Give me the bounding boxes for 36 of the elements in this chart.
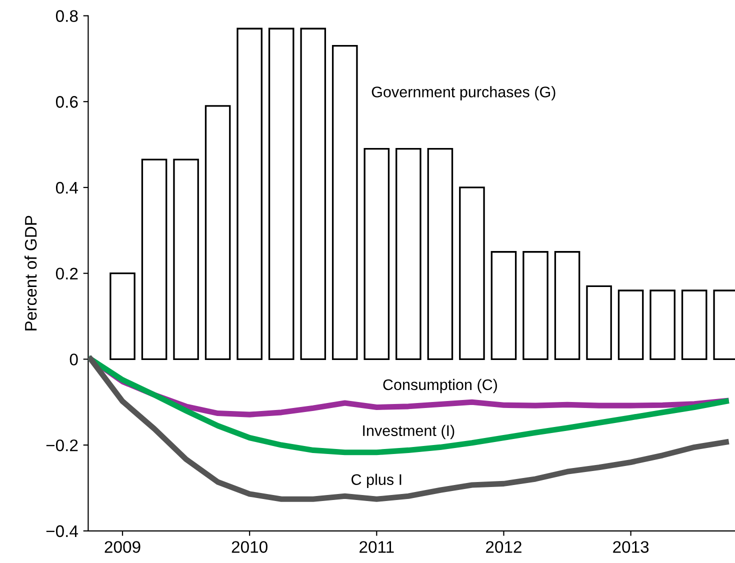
y-tick-label: −0.4 [46,525,78,538]
x-tick-label: 2010 [232,541,268,553]
x-tick-label: 2011 [360,541,394,553]
series-label: C plus I [352,474,402,488]
bar [236,28,262,360]
y-tick-label: 0.4 [56,182,78,194]
y-tick-label: 0.2 [56,268,78,280]
y-axis-title: Percent of GDP [24,216,37,330]
bar [586,285,612,360]
y-tick-label: 0 [70,354,78,366]
bar [554,251,580,360]
bar [173,158,199,360]
bar [459,186,485,360]
x-tick-label: 2009 [104,541,140,553]
y-tick-label: 0.8 [56,10,78,22]
bar [681,290,708,360]
y-tick-label: −0.2 [46,439,78,452]
bar [618,290,644,360]
bar [396,148,422,360]
bar [522,251,548,360]
bar [141,158,168,360]
bar [268,28,294,360]
bar [364,148,390,360]
series-label: Consumption (C) [383,378,497,394]
bar [650,290,676,360]
bar [110,272,136,360]
series-label: Investment (I) [363,424,454,440]
bar [332,44,358,360]
series-label: Government purchases (G) [372,86,556,100]
bar [204,105,231,360]
bar [427,148,454,360]
y-tick-label: 0.6 [56,96,78,108]
bar [300,28,326,360]
x-tick-label: 2012 [486,541,522,553]
x-tick-label: 2013 [613,541,649,553]
bar [490,251,517,360]
